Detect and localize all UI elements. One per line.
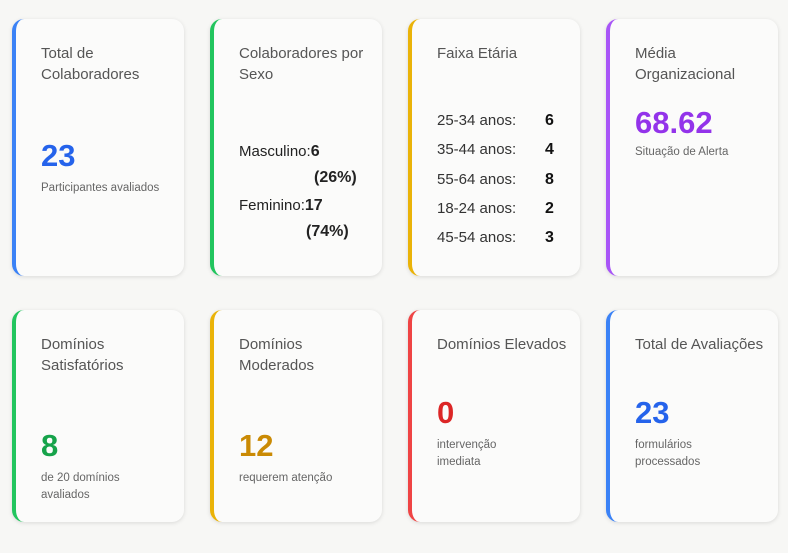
card-subtitle: Participantes avaliados bbox=[41, 182, 160, 194]
age-row: 55-64 anos: 8 bbox=[437, 165, 580, 194]
sex-male-row: Masculino:6 (26%) bbox=[239, 139, 382, 191]
age-value: 4 bbox=[545, 141, 554, 159]
card-dominios-elevados: Domínios Elevados 0 intervenção imediata bbox=[408, 310, 580, 522]
card-colaboradores-sexo: Colaboradores por Sexo Masculino:6 (26%)… bbox=[210, 19, 382, 276]
card-faixa-etaria: Faixa Etária 25-34 anos: 6 35-44 anos: 4 5… bbox=[408, 19, 580, 276]
sex-female-row: Feminino:17 (74%) bbox=[239, 193, 382, 245]
age-label: 35-44 anos: bbox=[437, 141, 517, 159]
age-row: 18-24 anos: 2 bbox=[437, 194, 580, 223]
card-title: Total de Avaliações bbox=[635, 336, 764, 353]
age-label: 55-64 anos: bbox=[437, 170, 517, 188]
age-value: 8 bbox=[545, 170, 554, 188]
card-subtitle: de 20 domínios avaliados bbox=[41, 472, 120, 501]
male-label: Masculino: bbox=[239, 143, 311, 160]
age-row: 45-54 anos: 3 bbox=[437, 223, 580, 252]
card-title: Domínios Satisfatórios bbox=[41, 336, 124, 374]
card-value: 23 bbox=[635, 395, 670, 430]
card-subtitle: Situação de Alerta bbox=[635, 146, 729, 158]
age-row: 25-34 anos: 6 bbox=[437, 106, 580, 135]
male-percent: (26%) bbox=[314, 169, 357, 186]
sex-breakdown: Masculino:6 (26%) Feminino:17 (74%) bbox=[239, 139, 382, 245]
card-value: 23 bbox=[41, 138, 76, 173]
card-title: Domínios Moderados bbox=[239, 336, 315, 374]
card-total-avaliacoes: Total de Avaliações 23 formulários proce… bbox=[606, 310, 778, 522]
female-percent: (74%) bbox=[306, 223, 349, 240]
age-list: 25-34 anos: 6 35-44 anos: 4 55-64 anos: 8 1… bbox=[437, 106, 580, 252]
card-value: 0 bbox=[437, 395, 455, 430]
age-row: 35-44 anos: 4 bbox=[437, 135, 580, 164]
female-label: Feminino: bbox=[239, 197, 305, 214]
card-value: 12 bbox=[239, 428, 274, 463]
card-dominios-moderados: Domínios Moderados 12 requerem atenção bbox=[210, 310, 382, 522]
age-value: 3 bbox=[545, 229, 554, 247]
age-value: 2 bbox=[545, 199, 554, 217]
card-title: Colaboradores por Sexo bbox=[239, 45, 364, 83]
age-label: 25-34 anos: bbox=[437, 112, 517, 129]
card-dominios-satisfatorios: Domínios Satisfatórios 8 de 20 domínios … bbox=[12, 310, 184, 522]
card-value: 8 bbox=[41, 428, 59, 463]
male-value: 6 bbox=[310, 143, 320, 160]
age-label: 45-54 anos: bbox=[437, 229, 517, 247]
card-subtitle: requerem atenção bbox=[239, 472, 333, 484]
card-media-organizacional: Média Organizacional 68.62 Situação de A… bbox=[606, 19, 778, 276]
card-subtitle: intervenção imediata bbox=[437, 439, 497, 468]
card-total-colaboradores: Total de Colaboradores 23 Participantes … bbox=[12, 19, 184, 276]
age-label: 18-24 anos: bbox=[437, 199, 517, 217]
card-title: Média Organizacional bbox=[635, 45, 736, 83]
card-value: 68.62 bbox=[635, 105, 713, 140]
card-title: Faixa Etária bbox=[437, 45, 518, 62]
age-value: 6 bbox=[545, 112, 554, 129]
female-value: 17 bbox=[304, 197, 323, 214]
card-subtitle: formulários processados bbox=[635, 439, 701, 468]
card-title: Total de Colaboradores bbox=[41, 45, 140, 83]
card-title: Domínios Elevados bbox=[437, 336, 567, 353]
